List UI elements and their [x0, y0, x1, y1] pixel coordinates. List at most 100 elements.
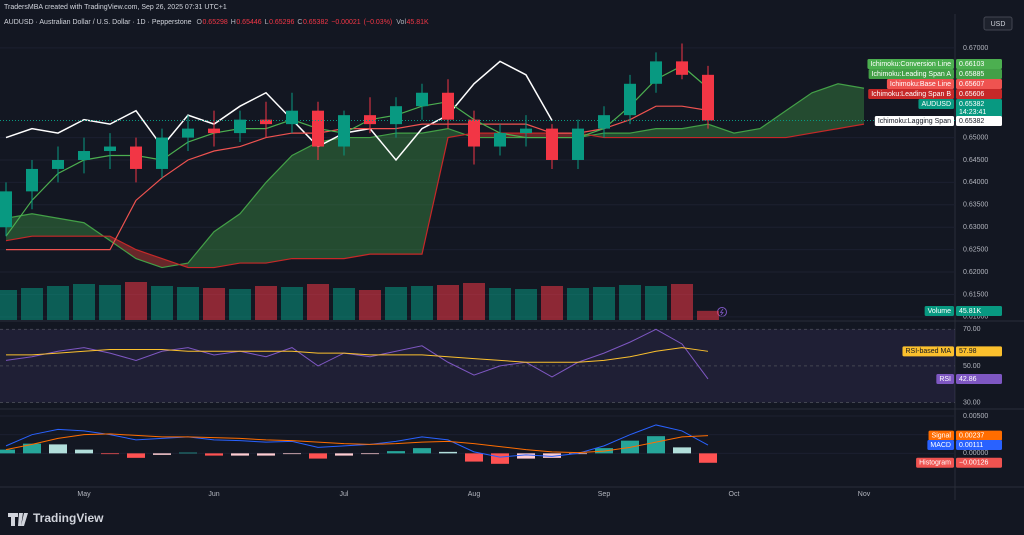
histogram-bar	[543, 453, 561, 458]
cloud-fill	[32, 213, 58, 237]
candle-body	[546, 128, 558, 160]
header-text: 0.65298	[202, 19, 227, 26]
tag-value-box	[956, 306, 1002, 316]
histogram-bar	[699, 453, 717, 463]
histogram-bar	[413, 448, 431, 454]
header-text: 0.65382	[303, 19, 328, 26]
cloud-fill	[552, 133, 578, 138]
histogram-bar	[257, 453, 275, 456]
volume-bar	[619, 285, 641, 320]
volume-bar	[307, 284, 329, 320]
candle-body	[52, 159, 64, 169]
header-text: H	[231, 19, 236, 26]
y-tick-label: 0.67000	[963, 45, 988, 52]
y-tick-label: 0.63500	[963, 202, 988, 209]
candle-body	[702, 74, 714, 121]
y-tick-label: 0.61500	[963, 291, 988, 298]
tag-name-box	[874, 116, 954, 126]
x-tick-label: May	[77, 491, 91, 498]
histogram-bar	[361, 453, 379, 455]
tag-countdown: 14:23:41	[959, 109, 986, 116]
candle-body	[104, 146, 116, 152]
tag-value-box	[956, 457, 1002, 468]
series-line	[5, 433, 709, 454]
indicator-tag: Histogram −0.00126	[916, 457, 1002, 468]
header-text: 45.81K	[407, 19, 430, 26]
indicator-tag: MACD 0.00111	[927, 440, 1002, 451]
histogram-bar	[49, 444, 67, 454]
tag-value: 42.86	[959, 376, 977, 383]
y-tick-label: 0.62500	[963, 246, 988, 253]
x-tick-label: Jul	[340, 491, 349, 498]
histogram-bar	[387, 451, 405, 454]
candle-body	[364, 115, 376, 125]
volume-bar	[515, 289, 537, 320]
indicator-tag: RSI 42.86	[936, 373, 1002, 384]
tag-name-box	[918, 99, 954, 109]
tag-value-box	[956, 89, 1002, 99]
candle-body	[676, 61, 688, 75]
y-tick-label: 0.62000	[963, 269, 988, 276]
tag-value: 0.65382	[959, 118, 984, 125]
volume-bar	[125, 282, 147, 320]
histogram-bar	[309, 453, 327, 459]
tag-name: Ichimoku:Leading Span A	[872, 71, 952, 78]
tag-value: 0.66103	[959, 61, 984, 68]
tag-name: MACD	[930, 442, 951, 449]
volume-bar	[359, 290, 381, 320]
tag-name-box	[927, 440, 954, 451]
tag-name-box	[928, 430, 954, 441]
volume-bar	[671, 284, 693, 320]
tag-name-box	[886, 79, 954, 89]
tag-value: −0.00126	[959, 460, 988, 467]
price-tag: Ichimoku:Leading Span B 0.65606	[868, 89, 1002, 99]
cloud-fill	[344, 137, 370, 259]
cloud-fill	[136, 249, 162, 268]
histogram-bar	[0, 449, 15, 454]
tag-value-box	[956, 373, 1002, 384]
volume-bar	[21, 288, 43, 320]
cloud-fill	[266, 155, 292, 264]
y-tick-label: 70.00	[963, 326, 981, 333]
tag-value-box	[956, 430, 1002, 441]
histogram-bar	[179, 452, 197, 454]
histogram-bar	[127, 453, 145, 458]
histogram-bar	[153, 453, 171, 455]
tag-value: 57.98	[959, 348, 977, 355]
histogram-bar	[517, 453, 535, 459]
volume-bar	[437, 285, 459, 320]
volume-bar	[385, 287, 407, 320]
currency-button[interactable]	[983, 16, 1013, 31]
volume-bar	[489, 288, 511, 320]
tag-value: 0.65885	[959, 71, 984, 78]
header-text: Vol	[396, 19, 406, 26]
tag-value: 0.00111	[959, 442, 983, 449]
currency-label: USD	[991, 21, 1006, 28]
volume-bar	[229, 289, 251, 320]
alert-icon	[719, 308, 724, 316]
logo-icon	[8, 513, 28, 526]
histogram-bar	[283, 453, 301, 455]
cloud-fill	[786, 92, 812, 138]
logo-text: TradingView	[33, 511, 104, 525]
histogram-bar	[491, 453, 509, 464]
header-text: TradersMBA created with TradingView.com,…	[4, 4, 227, 11]
tag-value-box	[956, 79, 1002, 89]
candle-body	[286, 110, 298, 125]
tag-value: 0.00237	[959, 432, 984, 439]
series-line	[5, 123, 865, 269]
cloud-fill	[292, 142, 318, 259]
y-tick-label: 50.00	[963, 363, 981, 370]
histogram-bar	[75, 449, 93, 454]
cloud-fill	[526, 133, 552, 138]
volume-bar	[255, 286, 277, 320]
tag-name-box	[868, 89, 954, 99]
y-tick-label: 30.00	[963, 399, 981, 406]
header-text: O	[197, 19, 203, 26]
histogram-bar	[439, 451, 457, 454]
price-tag: Ichimoku:Conversion Line 0.66103	[867, 59, 1002, 69]
candle-body	[520, 128, 532, 134]
tag-value-box	[956, 69, 1002, 79]
